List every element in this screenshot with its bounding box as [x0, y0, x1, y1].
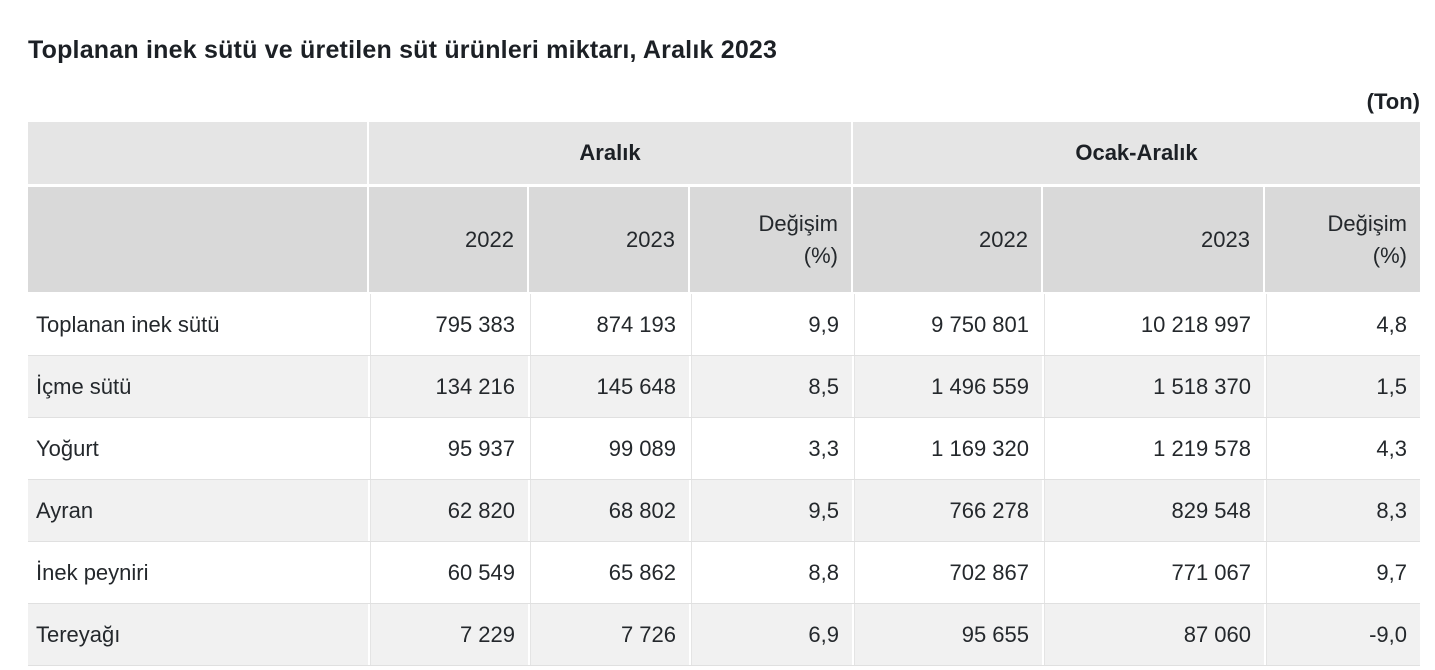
cell-jd-2023: 1 518 370 — [1042, 355, 1264, 418]
cell-jd-2022: 702 867 — [852, 541, 1042, 604]
cell-dec-2022: 134 216 — [368, 355, 528, 418]
row-label: Toplanan inek sütü — [28, 293, 368, 356]
cell-dec-2023: 145 648 — [528, 355, 689, 418]
cell-dec-2023: 68 802 — [528, 479, 689, 542]
cell-dec-2023: 7 726 — [528, 603, 689, 666]
header-dec-change: Değişim (%) — [688, 185, 852, 294]
table-row-inek-peyniri: İnek peyniri 60 549 65 862 8,8 702 867 7… — [28, 541, 1420, 604]
cell-jd-2022: 1 169 320 — [852, 417, 1042, 480]
row-label: İçme sütü — [28, 355, 368, 418]
cell-dec-change: 8,8 — [689, 541, 852, 604]
header-group-empty — [28, 122, 368, 187]
header-group-december: Aralık — [367, 122, 852, 187]
cell-jd-2023: 829 548 — [1042, 479, 1264, 542]
header-jd-change: Değişim (%) — [1263, 185, 1420, 294]
cell-dec-2022: 795 383 — [368, 293, 528, 356]
header-group-row: Aralık Ocak-Aralık — [28, 122, 1420, 187]
unit-label: (Ton) — [1366, 89, 1420, 114]
cell-dec-2023: 99 089 — [528, 417, 689, 480]
cell-dec-change: 6,9 — [689, 603, 852, 666]
cell-jd-2023: 87 060 — [1042, 603, 1264, 666]
cell-jd-2022: 766 278 — [852, 479, 1042, 542]
header-change-pct: (%) — [803, 242, 838, 268]
header-empty — [28, 185, 368, 294]
cell-jd-change: 4,8 — [1264, 293, 1420, 356]
row-label: Tereyağı — [28, 603, 368, 666]
row-label: Ayran — [28, 479, 368, 542]
cell-jd-2022: 1 496 559 — [852, 355, 1042, 418]
header-dec-2022: 2022 — [367, 185, 528, 294]
cell-jd-2022: 95 655 — [852, 603, 1042, 666]
header-group-jan-december: Ocak-Aralık — [851, 122, 1420, 187]
cell-jd-change: 8,3 — [1264, 479, 1420, 542]
cell-jd-change: 4,3 — [1264, 417, 1420, 480]
cell-dec-2022: 60 549 — [368, 541, 528, 604]
cell-dec-change: 9,5 — [689, 479, 852, 542]
cell-jd-2023: 771 067 — [1042, 541, 1264, 604]
cell-dec-2022: 62 820 — [368, 479, 528, 542]
page-title: Toplanan inek sütü ve üretilen süt ürünl… — [28, 36, 778, 64]
cell-dec-change: 3,3 — [689, 417, 852, 480]
table-row-yogurt: Yoğurt 95 937 99 089 3,3 1 169 320 1 219… — [28, 417, 1420, 480]
cell-dec-2022: 7 229 — [368, 603, 528, 666]
cell-dec-2023: 874 193 — [528, 293, 689, 356]
row-label: İnek peyniri — [28, 541, 368, 604]
header-jd-2022: 2022 — [851, 185, 1042, 294]
cell-dec-2023: 65 862 — [528, 541, 689, 604]
table-row-icme-sutu: İçme sütü 134 216 145 648 8,5 1 496 559 … — [28, 355, 1420, 418]
table-row-tereyagi: Tereyağı 7 229 7 726 6,9 95 655 87 060 -… — [28, 603, 1420, 666]
header-change-label: Değişim — [758, 210, 838, 236]
cell-jd-2023: 10 218 997 — [1042, 293, 1264, 356]
cell-dec-change: 8,5 — [689, 355, 852, 418]
cell-dec-change: 9,9 — [689, 293, 852, 356]
cell-jd-2022: 9 750 801 — [852, 293, 1042, 356]
milk-products-table: Aralık Ocak-Aralık 2022 2023 Değişim (%) … — [28, 122, 1420, 666]
header-change-pct: (%) — [1372, 242, 1407, 268]
header-jd-2023: 2023 — [1041, 185, 1264, 294]
cell-dec-2022: 95 937 — [368, 417, 528, 480]
cell-jd-change: 1,5 — [1264, 355, 1420, 418]
table-row-ayran: Ayran 62 820 68 802 9,5 766 278 829 548 … — [28, 479, 1420, 542]
row-label: Yoğurt — [28, 417, 368, 480]
cell-jd-change: 9,7 — [1264, 541, 1420, 604]
header-years-row: 2022 2023 Değişim (%) 2022 2023 Değişim (%… — [28, 185, 1420, 294]
table-row-toplanan-inek-sutu: Toplanan inek sütü 795 383 874 193 9,9 9… — [28, 293, 1420, 356]
cell-jd-2023: 1 219 578 — [1042, 417, 1264, 480]
header-dec-2023: 2023 — [527, 185, 689, 294]
header-change-label: Değişim — [1327, 210, 1407, 236]
cell-jd-change: -9,0 — [1264, 603, 1420, 666]
